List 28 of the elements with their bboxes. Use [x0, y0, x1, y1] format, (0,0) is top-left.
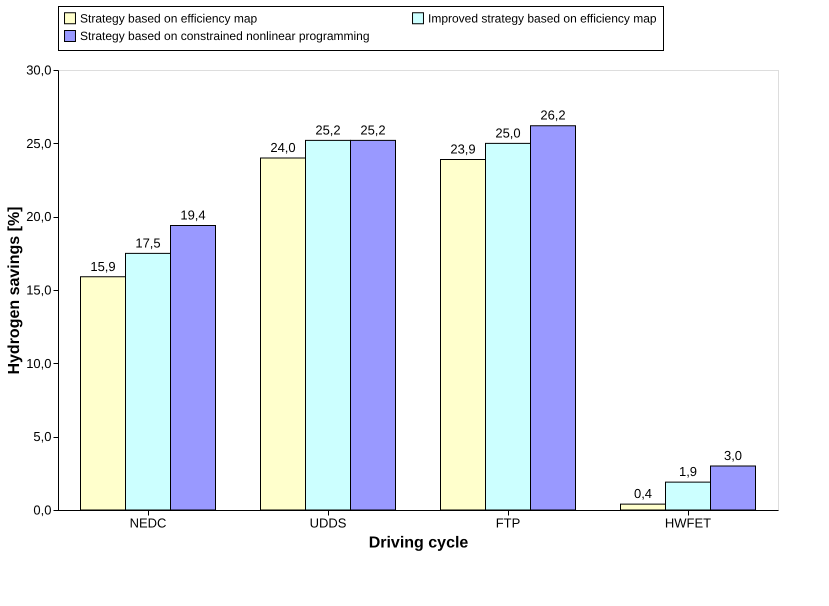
y-tick-label: 25,0 [26, 136, 52, 151]
legend-label: Improved strategy based on efficiency map [428, 11, 657, 26]
data-label: 15,9 [90, 258, 116, 274]
data-label: 1,9 [678, 464, 698, 480]
data-label: 24,0 [270, 140, 296, 155]
x-tick-label: UDDS [310, 516, 347, 530]
legend-label: Strategy based on efficiency map [80, 11, 258, 26]
y-axis-title: Hydrogen savings [%] [6, 206, 24, 375]
y-tick-label: 15,0 [26, 282, 52, 298]
y-tick-label: 20,0 [26, 209, 52, 224]
y-tick-label: 0,0 [33, 502, 52, 518]
data-label: 23,9 [450, 141, 476, 156]
y-tick-label: 10,0 [26, 356, 52, 371]
y-tick-label: 5,0 [33, 429, 52, 444]
data-label: 19,4 [180, 207, 206, 222]
x-tick-label: HWFET [664, 516, 712, 530]
y-tick-label: 30,0 [26, 62, 52, 78]
data-label: 25,2 [360, 122, 386, 138]
data-label: 26,2 [540, 108, 566, 123]
x-tick-label: NEDC [130, 516, 166, 530]
legend-label: Strategy based on constrained nonlinear programming [80, 29, 370, 43]
x-tick-label: FTP [496, 516, 520, 530]
data-label: 25,2 [315, 122, 341, 138]
data-label: 3,0 [724, 448, 742, 463]
x-axis-title: Driving cycle [368, 534, 468, 552]
data-label: 25,0 [495, 125, 521, 140]
data-label: 17,5 [135, 235, 161, 250]
data-label: 0,4 [634, 486, 652, 502]
